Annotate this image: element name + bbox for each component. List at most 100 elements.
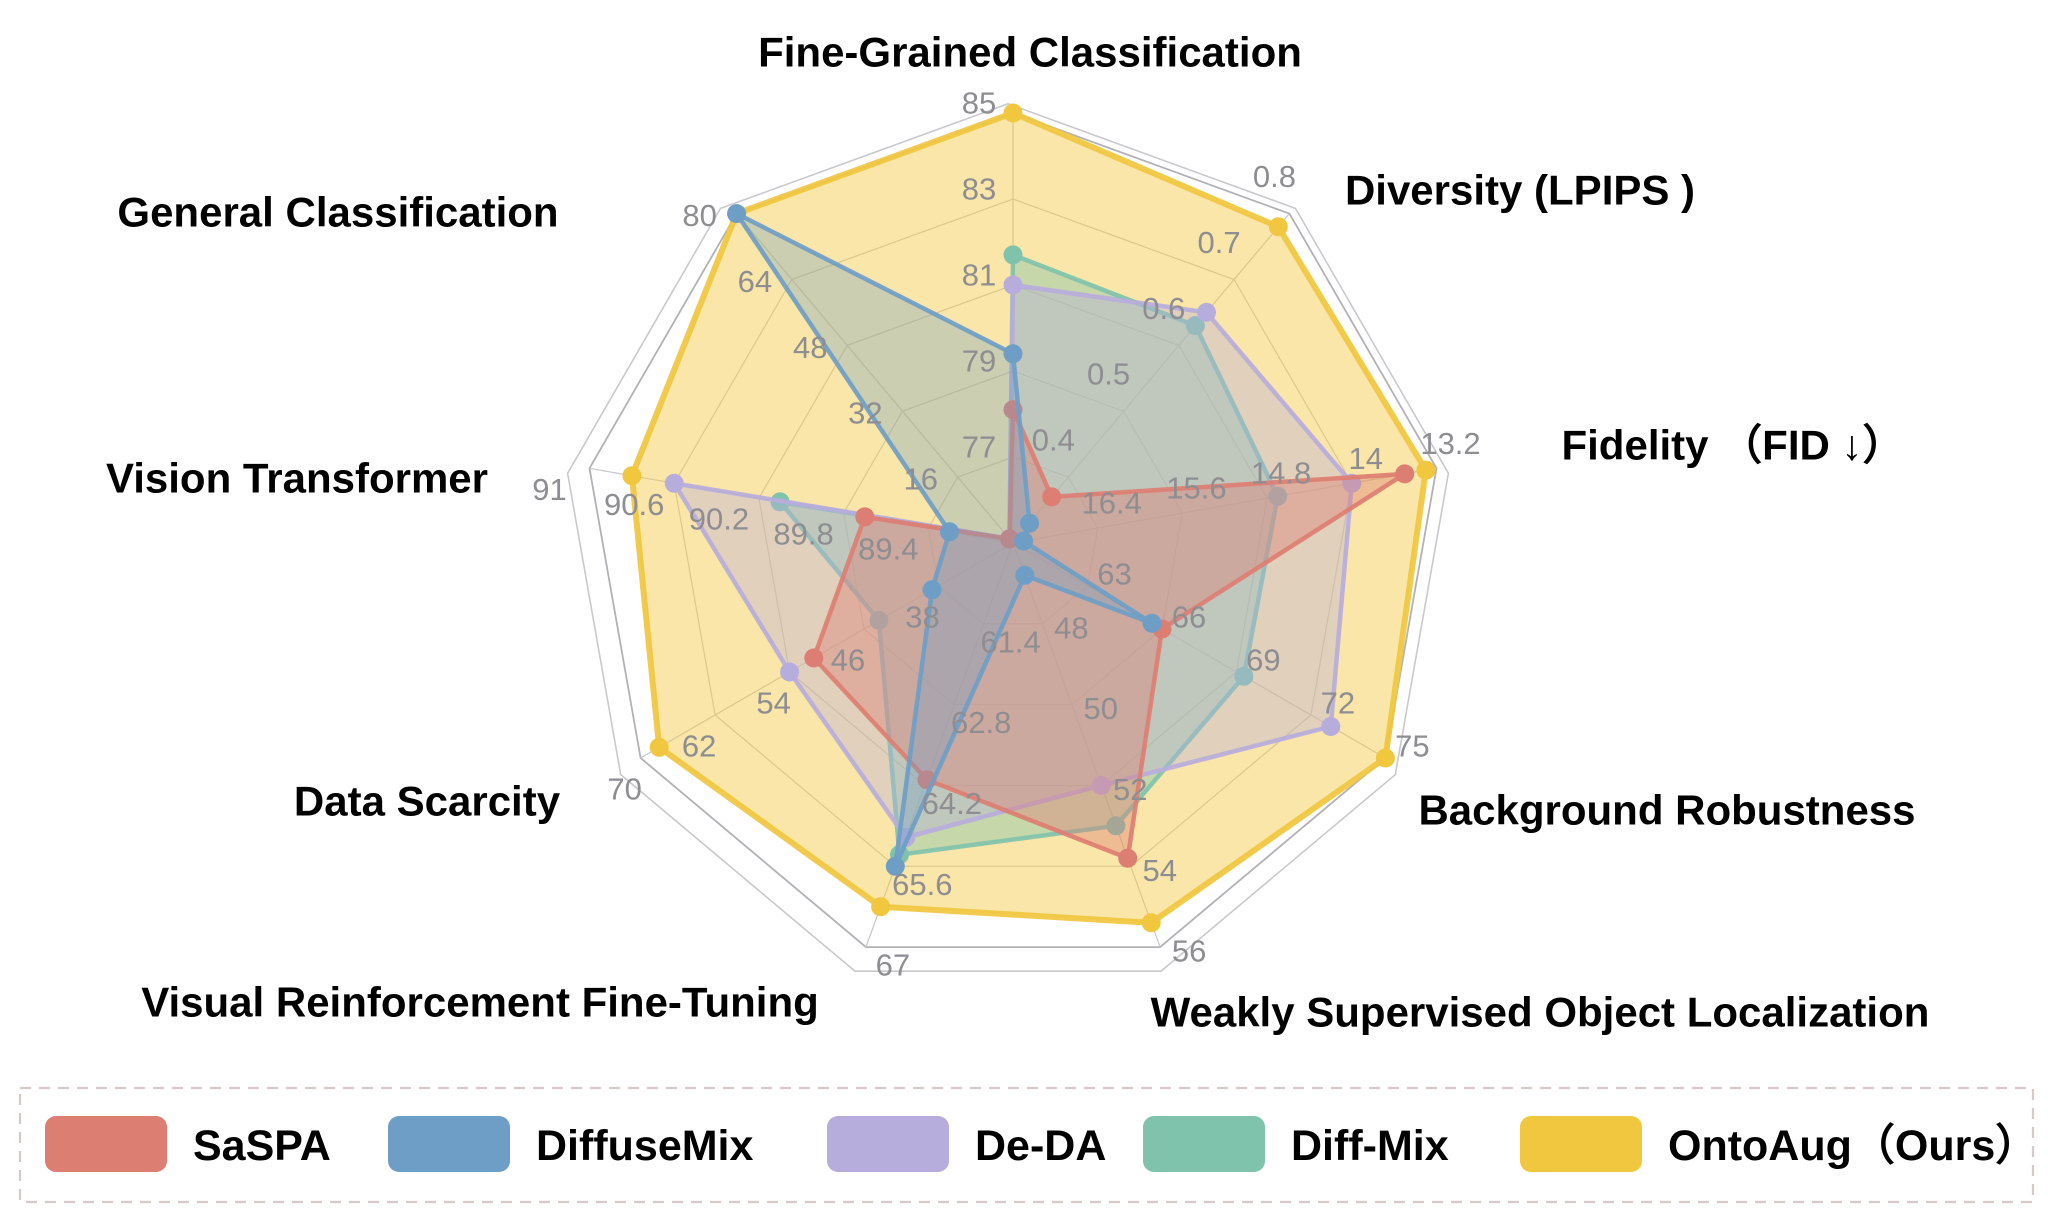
tick-label-diversity-lpips-3: 0.7 bbox=[1198, 225, 1241, 260]
data-point-diffusemix-general-classification bbox=[727, 204, 747, 224]
axis-title-fidelity-fid-↓: Fidelity （FID ↓） bbox=[1561, 422, 1904, 469]
tick-label-data-scarcity-0: 38 bbox=[905, 600, 939, 635]
legend-swatch-de-da bbox=[827, 1116, 949, 1172]
tick-label-visual-reinforcement-fine-tuning-2: 64.2 bbox=[922, 786, 982, 821]
series-area-diffusemix bbox=[736, 213, 1152, 867]
legend-box bbox=[18, 1086, 2035, 1204]
tick-label-data-scarcity-4: 70 bbox=[607, 772, 641, 807]
legend-swatch-ontoaug-ours bbox=[1520, 1116, 1642, 1172]
tick-label-general-classification-2: 48 bbox=[793, 330, 827, 365]
tick-label-background-robustness-4: 75 bbox=[1395, 729, 1429, 764]
series-area-saspa bbox=[813, 409, 1405, 859]
radar-spoke-diversity-lpips bbox=[1012, 213, 1290, 544]
radar-spoke-weakly-supervised-object-localization bbox=[1012, 542, 1161, 948]
radar-spoke-visual-reinforcement-fine-tuning bbox=[865, 542, 1014, 948]
axis-title-visual-reinforcement-fine-tuning: Visual Reinforcement Fine-Tuning bbox=[141, 979, 819, 1026]
tick-label-vision-transformer-4: 91 bbox=[532, 472, 566, 507]
tick-label-background-robustness-1: 66 bbox=[1172, 600, 1206, 635]
data-point-diffusemix-fine-grained-classification bbox=[1003, 344, 1023, 364]
data-point-diffusemix-background-robustness bbox=[1142, 613, 1162, 633]
series-saspa bbox=[804, 400, 1415, 868]
data-point-ontoaug-ours-background-robustness bbox=[1375, 748, 1395, 768]
series-diffusemix bbox=[727, 204, 1162, 876]
tick-label-fidelity-fid-↓-1: 15.6 bbox=[1166, 471, 1226, 506]
data-point-diffusemix-weakly-supervised-object-localization bbox=[1015, 565, 1035, 585]
tick-label-vision-transformer-0: 89.4 bbox=[858, 532, 918, 567]
axis-title-background-robustness: Background Robustness bbox=[1418, 787, 1915, 834]
tick-label-background-robustness-0: 63 bbox=[1097, 557, 1131, 592]
legend-item-saspa: SaSPA bbox=[45, 1116, 331, 1172]
tick-label-general-classification-4: 80 bbox=[682, 198, 716, 233]
legend-swatch-saspa bbox=[45, 1116, 167, 1172]
data-point-diffusemix-data-scarcity bbox=[922, 580, 942, 600]
tick-label-fine-grained-classification-2: 81 bbox=[962, 258, 996, 293]
radar-grid-ring bbox=[842, 370, 1184, 706]
radar-spoke-data-scarcity bbox=[640, 542, 1014, 759]
tick-label-vision-transformer-2: 90.2 bbox=[689, 502, 749, 537]
legend-label-diffusemix: DiffuseMix bbox=[536, 1122, 754, 1170]
axis-title-data-scarcity: Data Scarcity bbox=[294, 778, 561, 825]
data-point-saspa-fidelity-fid-↓ bbox=[1395, 464, 1415, 484]
data-point-de-da-weakly-supervised-object-localization bbox=[1091, 775, 1111, 795]
series-line-ontoaug-ours bbox=[628, 110, 1429, 926]
tick-label-visual-reinforcement-fine-tuning-0: 61.4 bbox=[980, 624, 1040, 659]
tick-label-visual-reinforcement-fine-tuning-1: 62.8 bbox=[951, 705, 1011, 740]
tick-label-fidelity-fid-↓-0: 16.4 bbox=[1082, 486, 1142, 521]
tick-label-weakly-supervised-object-localization-4: 56 bbox=[1172, 934, 1206, 969]
data-point-ontoaug-ours-fine-grained-classification bbox=[1003, 103, 1023, 123]
legend-item-diff-mix: Diff-Mix bbox=[1143, 1116, 1449, 1172]
data-point-ontoaug-ours-data-scarcity bbox=[649, 737, 669, 757]
series-line-saspa bbox=[811, 407, 1407, 861]
legend-label-diff-mix: Diff-Mix bbox=[1291, 1122, 1449, 1170]
tick-label-general-classification-1: 32 bbox=[848, 396, 882, 431]
legend-swatch-diff-mix bbox=[1143, 1116, 1265, 1172]
data-point-diffusemix-fidelity-fid-↓ bbox=[1014, 531, 1034, 551]
data-point-diff-mix-fine-grained-classification bbox=[1003, 245, 1023, 265]
data-point-saspa-general-classification bbox=[1000, 529, 1019, 549]
data-point-saspa-vision-transformer bbox=[855, 507, 875, 527]
tick-label-data-scarcity-1: 46 bbox=[831, 643, 865, 678]
data-point-diff-mix-weakly-supervised-object-localization bbox=[1106, 816, 1126, 836]
outer-shadow-ring bbox=[566, 102, 1450, 973]
tick-label-visual-reinforcement-fine-tuning-4: 67 bbox=[876, 948, 910, 983]
data-point-ontoaug-ours-vision-transformer bbox=[622, 466, 642, 486]
legend-label-saspa: SaSPA bbox=[193, 1122, 331, 1170]
data-point-saspa-weakly-supervised-object-localization bbox=[1118, 848, 1138, 868]
data-point-diffusemix-visual-reinforcement-fine-tuning bbox=[885, 856, 905, 876]
data-point-diff-mix-background-robustness bbox=[1234, 666, 1254, 686]
legend-item-de-da: De-DA bbox=[827, 1116, 1106, 1172]
data-point-saspa-data-scarcity bbox=[804, 648, 824, 668]
data-point-de-da-fine-grained-classification bbox=[1003, 275, 1023, 295]
tick-label-fine-grained-classification-4: 85 bbox=[962, 86, 996, 121]
data-point-diffusemix-vision-transformer bbox=[940, 522, 959, 542]
data-point-diff-mix-fidelity-fid-↓ bbox=[1268, 486, 1288, 506]
tick-label-general-classification-0: 16 bbox=[903, 462, 937, 497]
tick-label-fine-grained-classification-0: 77 bbox=[962, 430, 996, 465]
tick-label-data-scarcity-2: 54 bbox=[756, 686, 790, 721]
tick-label-fine-grained-classification-1: 79 bbox=[962, 344, 996, 379]
data-point-diffusemix-diversity-lpips bbox=[1020, 513, 1040, 533]
data-point-ontoaug-ours-diversity-lpips bbox=[1268, 217, 1288, 237]
data-point-de-da-diversity-lpips bbox=[1197, 302, 1216, 322]
radar-spoke-general-classification bbox=[736, 213, 1014, 544]
tick-label-diversity-lpips-0: 0.4 bbox=[1032, 423, 1075, 458]
radar-spoke-fidelity-fid-↓ bbox=[1012, 467, 1437, 544]
data-point-ontoaug-ours-fidelity-fid-↓ bbox=[1416, 460, 1436, 480]
tick-label-data-scarcity-3: 62 bbox=[682, 729, 716, 764]
series-area-de-da bbox=[674, 285, 1352, 838]
series-area-diff-mix bbox=[780, 254, 1278, 855]
legend-label-ontoaug-ours: OntoAug（Ours） bbox=[1668, 1122, 2038, 1170]
tick-label-background-robustness-2: 69 bbox=[1246, 643, 1280, 678]
tick-label-weakly-supervised-object-localization-1: 50 bbox=[1084, 691, 1118, 726]
axis-title-general-classification: General Classification bbox=[117, 189, 558, 236]
tick-label-vision-transformer-3: 90.6 bbox=[604, 487, 664, 522]
data-point-diff-mix-diversity-lpips bbox=[1185, 316, 1205, 336]
tick-label-background-robustness-3: 72 bbox=[1321, 686, 1355, 721]
radar-grid-ring bbox=[758, 284, 1268, 787]
tick-label-weakly-supervised-object-localization-0: 48 bbox=[1054, 610, 1088, 645]
radar-grid-ring bbox=[927, 456, 1099, 625]
tick-label-fidelity-fid-↓-3: 14 bbox=[1349, 441, 1383, 476]
tick-label-fidelity-fid-↓-2: 14.8 bbox=[1251, 456, 1311, 491]
